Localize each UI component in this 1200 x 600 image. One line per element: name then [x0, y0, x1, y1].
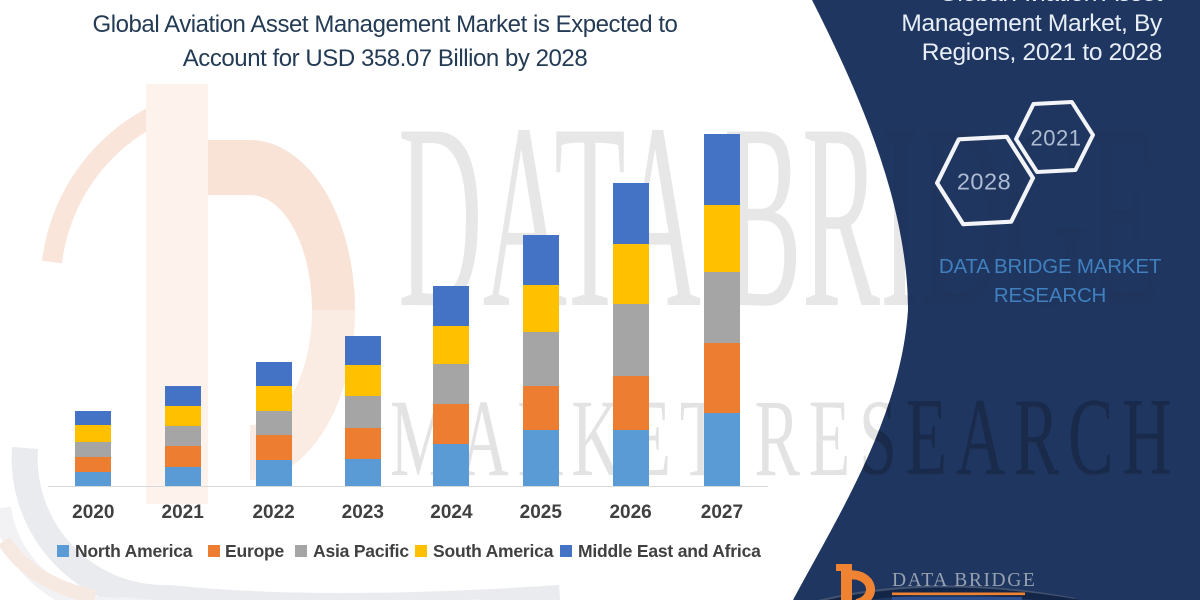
svg-text:DATA BRIDGE: DATA BRIDGE — [892, 570, 1036, 591]
svg-text:2028: 2028 — [957, 169, 1011, 195]
svg-text:2021: 2021 — [1031, 126, 1082, 151]
